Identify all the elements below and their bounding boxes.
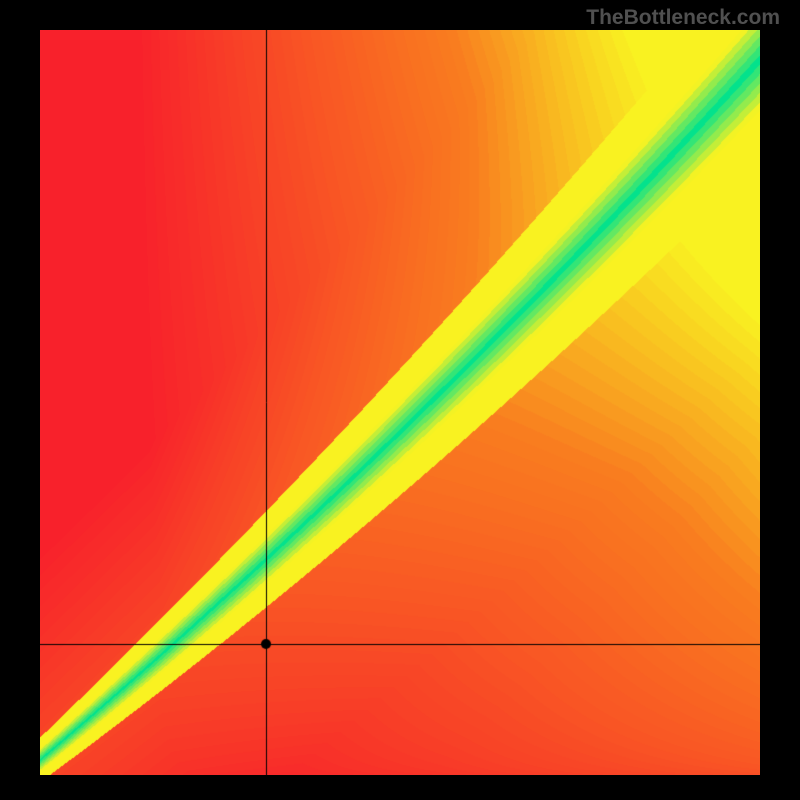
watermark-text: TheBottleneck.com [586, 6, 780, 30]
heatmap-plot [40, 30, 760, 775]
heatmap-canvas [40, 30, 760, 775]
